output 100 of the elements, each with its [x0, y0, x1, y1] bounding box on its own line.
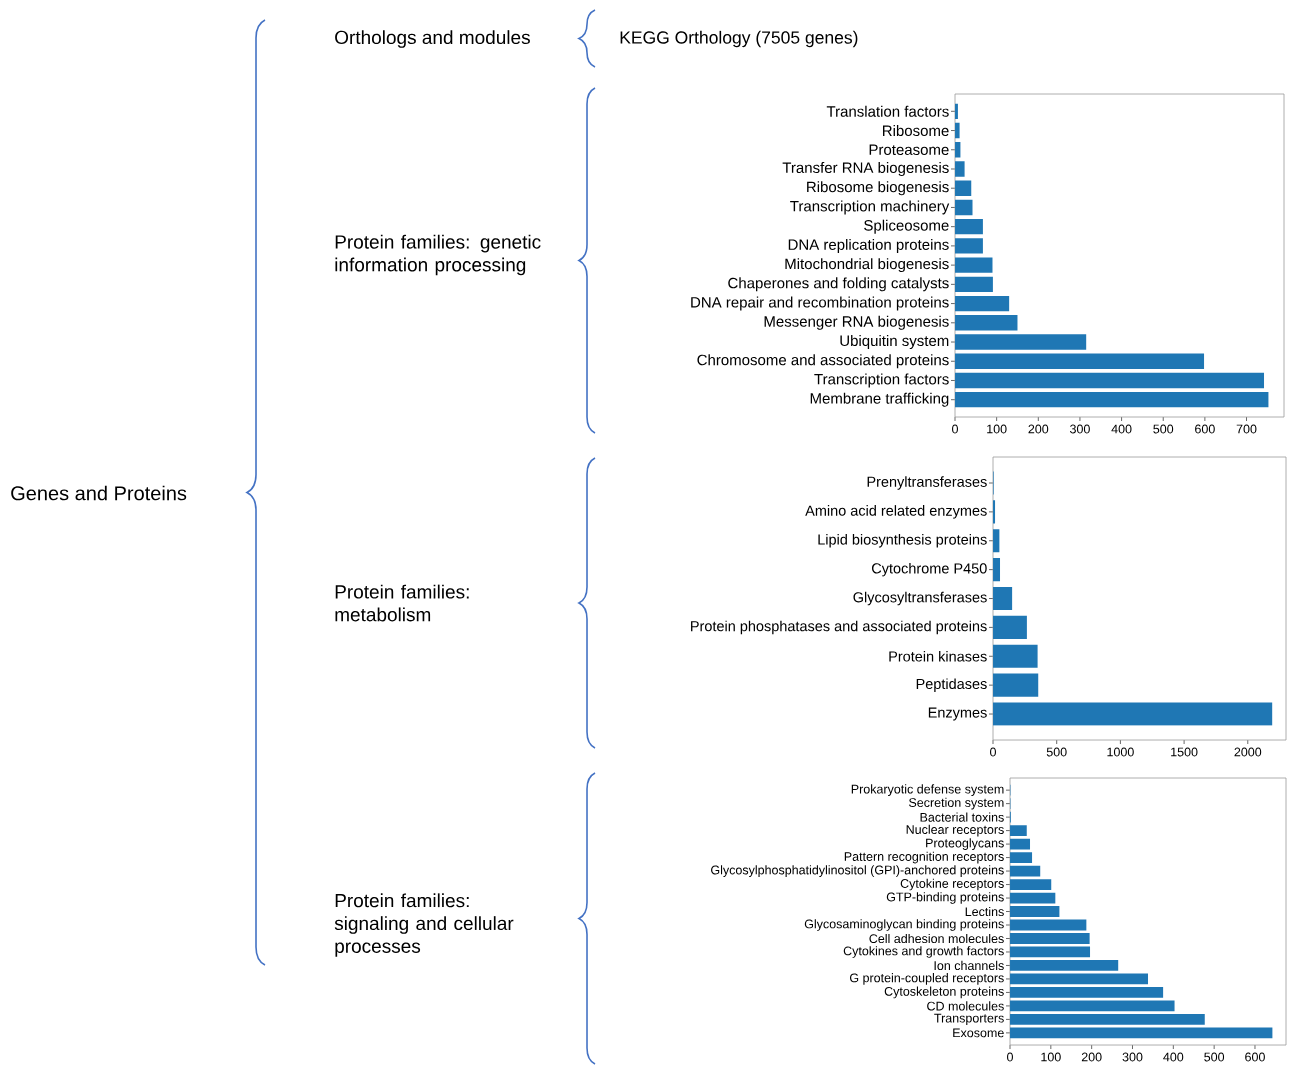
x-tick-label: 400 — [1163, 1052, 1184, 1062]
x-tick-label: 300 — [1122, 1052, 1143, 1062]
y-tick-label: Nuclear receptors — [906, 824, 1004, 837]
x-tick-label: 300 — [1069, 424, 1090, 434]
bar — [955, 257, 993, 273]
x-tick-label: 200 — [1081, 1052, 1102, 1062]
bar — [1010, 825, 1027, 836]
bar — [955, 238, 983, 254]
x-tick-label: 1000 — [1107, 747, 1134, 757]
bar — [993, 702, 1273, 726]
x-tick-label: 0 — [1007, 1052, 1013, 1062]
x-tick-label: 400 — [1111, 424, 1132, 434]
y-tick-label: G protein-coupled receptors — [849, 973, 1004, 985]
bar — [1010, 919, 1087, 931]
x-tick-label: 0 — [990, 747, 996, 757]
bar — [955, 180, 972, 196]
bar — [993, 644, 1038, 668]
x-tick-label: 500 — [1046, 747, 1067, 757]
x-tick-label: 100 — [987, 424, 1007, 434]
y-tick-label: Chromosome and associated proteins — [697, 354, 949, 369]
y-tick-label: Transfer RNA biogenesis — [782, 162, 949, 176]
bar — [993, 615, 1027, 639]
y-tick-label: Protein kinases — [889, 650, 987, 662]
text: Protein families: signaling and cellular processes — [334, 893, 514, 957]
y-tick-label: Spliceosome — [864, 219, 949, 234]
y-tick-label: Messenger RNA biogenesis — [764, 315, 949, 330]
bar — [1010, 906, 1060, 917]
y-tick-label: Prokaryotic defense system — [851, 784, 1004, 796]
y-tick-label: Membrane trafficking — [810, 392, 949, 407]
text: KEGG Orthology (7505 genes) — [620, 30, 858, 48]
y-tick-label: Cell adhesion molecules — [869, 933, 1004, 944]
text: Protein families: genetic information processing — [335, 234, 541, 276]
bar — [1010, 946, 1091, 958]
bar — [955, 276, 993, 293]
y-tick-label: Proteoglycans — [926, 838, 1004, 850]
y-tick-label: Glycosyltransferases — [853, 591, 987, 606]
y-tick-label: DNA repair and recombination proteins — [691, 296, 949, 311]
x-tick-label: 700 — [1236, 424, 1257, 434]
y-tick-label: Translation factors — [826, 105, 949, 117]
text: Orthologs and modules — [335, 30, 530, 48]
bar — [955, 353, 1205, 369]
y-tick-label: Chaperones and folding catalysts — [728, 277, 949, 292]
y-tick-label: Secretion system — [909, 797, 1004, 810]
y-tick-label: Glycosylphosphatidylinositol (GPI)-anchored proteins — [711, 865, 1004, 877]
y-tick-label: Lectins — [965, 906, 1004, 917]
bar — [955, 218, 983, 235]
y-tick-label: CD molecules — [927, 1001, 1004, 1011]
y-tick-label: Transcription machinery — [790, 200, 950, 215]
y-tick-label: Glycosaminoglycan binding proteins — [804, 919, 1004, 931]
y-tick-label: GTP-binding proteins — [886, 892, 1004, 904]
y-tick-label: Amino acid related enzymes — [805, 505, 987, 519]
x-tick-label: 500 — [1204, 1052, 1225, 1062]
bar — [1010, 933, 1090, 944]
y-tick-label: Cytokines and growth factors — [843, 946, 1004, 958]
x-tick-label: 1500 — [1171, 747, 1198, 757]
y-tick-label: Cytochrome P450 — [871, 562, 987, 577]
bar — [993, 586, 1013, 611]
x-tick-label: 600 — [1245, 1052, 1265, 1062]
text: Genes and Proteins — [11, 485, 187, 501]
y-tick-label: Enzymes — [928, 707, 987, 721]
y-tick-label: Bacterial toxins — [920, 812, 1004, 822]
x-tick-label: 2000 — [1234, 747, 1262, 757]
y-tick-label: Mitochondrial biogenesis — [785, 258, 949, 273]
y-tick-label: Protein phosphatases and associated proteins — [691, 620, 987, 635]
bar — [1010, 852, 1033, 863]
y-tick-label: Exosome — [953, 1028, 1004, 1038]
bar — [955, 315, 1018, 331]
bar — [1010, 1027, 1273, 1039]
y-tick-label: DNA replication proteins — [788, 238, 949, 253]
bar — [993, 673, 1039, 697]
bar — [955, 334, 1087, 350]
y-tick-label: Proteasome — [869, 144, 949, 155]
y-tick-label: Transcription factors — [814, 373, 949, 388]
bar — [1010, 1000, 1175, 1012]
x-tick-label: 500 — [1153, 424, 1174, 434]
x-tick-label: 100 — [1041, 1052, 1061, 1062]
y-tick-label: Peptidases — [916, 678, 987, 692]
bar — [1010, 892, 1056, 904]
y-tick-label: Pattern recognition receptors — [844, 851, 1004, 864]
bar — [1010, 960, 1119, 971]
y-tick-label: Transporters — [934, 1013, 1004, 1025]
y-tick-label: Ion channels — [934, 960, 1004, 971]
bar — [955, 392, 1269, 408]
y-tick-label: Cytoskeleton proteins — [884, 986, 1004, 999]
bar — [955, 199, 973, 216]
x-tick-label: 0 — [952, 424, 958, 434]
y-tick-label: Prenyltransferases — [867, 476, 987, 490]
y-tick-label: Ribosome — [883, 125, 949, 137]
bar — [1010, 987, 1164, 998]
bar — [1010, 1014, 1205, 1025]
y-tick-label: Ribosome biogenesis — [807, 181, 949, 196]
text: Protein families: metabolism — [335, 584, 469, 622]
bar — [955, 295, 1010, 312]
bar — [1010, 973, 1149, 985]
bar — [1010, 879, 1052, 890]
bar — [955, 372, 1265, 389]
y-tick-label: Lipid biosynthesis proteins — [818, 534, 987, 548]
bar — [955, 161, 965, 177]
x-tick-label: 200 — [1028, 424, 1049, 434]
y-tick-label: Ubiquitin system — [840, 335, 949, 350]
